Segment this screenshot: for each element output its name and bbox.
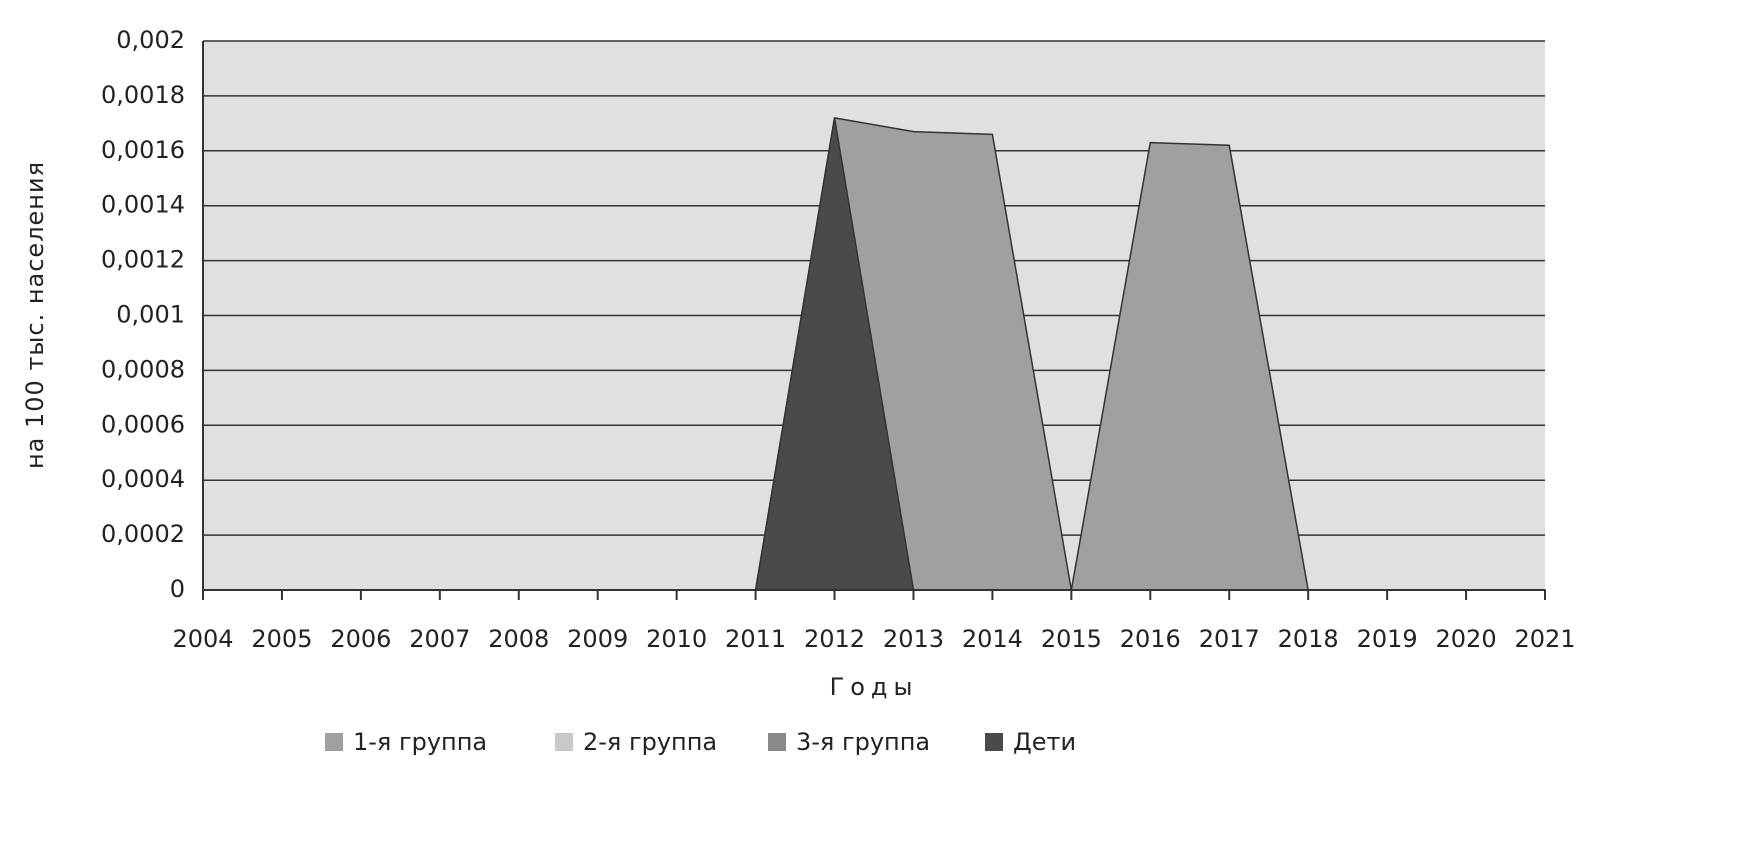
y-tick-label: 0,0018 xyxy=(101,81,185,109)
y-tick-label: 0 xyxy=(170,575,185,603)
x-tick-label: 2019 xyxy=(1357,625,1418,653)
legend-marker xyxy=(768,733,786,751)
x-tick-label: 2007 xyxy=(409,625,470,653)
x-tick-label: 2015 xyxy=(1041,625,1102,653)
legend-label: 1-я группа xyxy=(353,728,487,756)
y-tick-label: 0,0002 xyxy=(101,520,185,548)
y-tick-label: 0,0006 xyxy=(101,410,185,438)
legend-marker xyxy=(325,733,343,751)
legend-marker xyxy=(985,733,1003,751)
x-tick-label: 2006 xyxy=(330,625,391,653)
y-tick-label: 0,0008 xyxy=(101,355,185,383)
legend-label: 2-я группа xyxy=(583,728,717,756)
legend-marker xyxy=(555,733,573,751)
y-tick-label: 0,002 xyxy=(116,26,185,54)
x-tick-label: 2012 xyxy=(804,625,865,653)
legend-label: 3-я группа xyxy=(796,728,930,756)
y-tick-label: 0,0016 xyxy=(101,136,185,164)
x-tick-label: 2017 xyxy=(1199,625,1260,653)
x-tick-label: 2011 xyxy=(725,625,786,653)
x-tick-label: 2020 xyxy=(1436,625,1497,653)
y-axis-label: на 100 тыс. населения xyxy=(21,161,49,469)
y-tick-label: 0,0012 xyxy=(101,246,185,274)
x-axis-label: Годы xyxy=(830,673,919,701)
x-tick-label: 2016 xyxy=(1120,625,1181,653)
y-tick-label: 0,0014 xyxy=(101,191,185,219)
x-tick-label: 2021 xyxy=(1514,625,1575,653)
x-tick-label: 2013 xyxy=(883,625,944,653)
x-tick-label: 2014 xyxy=(962,625,1023,653)
x-tick-label: 2008 xyxy=(488,625,549,653)
legend-label: Дети xyxy=(1013,728,1076,756)
x-tick-label: 2004 xyxy=(172,625,233,653)
x-tick-label: 2010 xyxy=(646,625,707,653)
y-tick-label: 0,0004 xyxy=(101,465,185,493)
x-tick-label: 2005 xyxy=(251,625,312,653)
y-tick-label: 0,001 xyxy=(116,301,185,329)
x-tick-label: 2018 xyxy=(1278,625,1339,653)
x-tick-label: 2009 xyxy=(567,625,628,653)
